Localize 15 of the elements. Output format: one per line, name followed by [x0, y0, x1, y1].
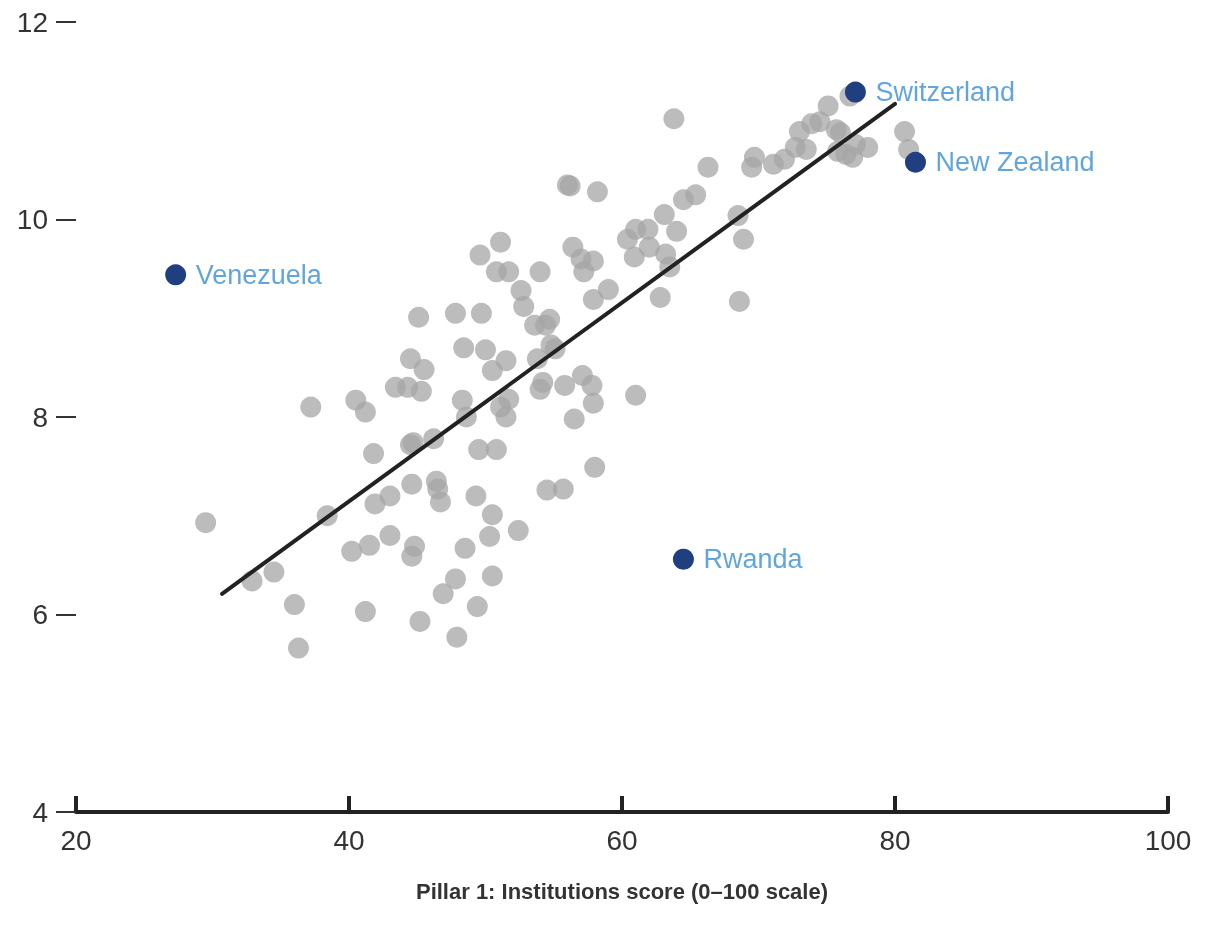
- x-axis-title: Pillar 1: Institutions score (0–100 scale): [415, 878, 829, 904]
- x-tick-label: 80: [879, 824, 911, 856]
- x-tick-label: 60: [606, 824, 638, 856]
- x-tick-label: 100: [1144, 824, 1192, 856]
- annotation: Switzerland: [875, 77, 1015, 108]
- annotation: Venezuela: [195, 259, 323, 290]
- annotation: Rwanda: [703, 544, 804, 575]
- x-tick-label: 40: [333, 824, 365, 856]
- y-tick-label: 6: [32, 599, 48, 630]
- y-tick-label: 12: [16, 6, 48, 38]
- x-tick-label: 20: [60, 824, 92, 856]
- y-tick-label: 10: [16, 204, 48, 235]
- annotation: New Zealand: [935, 147, 1095, 178]
- y-tick-label: 8: [32, 401, 48, 433]
- y-tick-label: 4: [32, 796, 48, 828]
